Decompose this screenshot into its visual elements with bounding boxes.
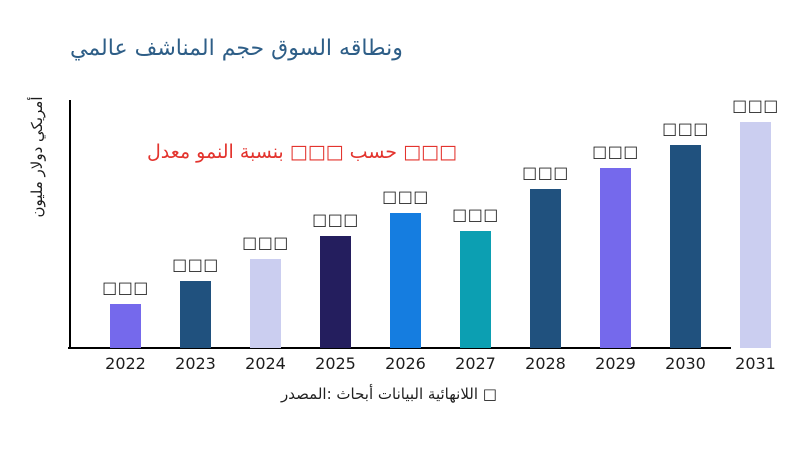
bar-group-2027: □□□ bbox=[452, 0, 498, 348]
bar-value-label-2028: □□□ bbox=[522, 163, 569, 182]
bar-value-label-2023: □□□ bbox=[172, 255, 219, 274]
x-tick-2024: 2024 bbox=[245, 354, 286, 373]
bar-value-label-2027: □□□ bbox=[452, 205, 499, 224]
x-tick-2023: 2023 bbox=[175, 354, 216, 373]
bar-2023 bbox=[180, 281, 211, 348]
bar-2026 bbox=[390, 213, 421, 348]
bar-group-2023: □□□ bbox=[172, 0, 218, 348]
x-tick-2025: 2025 bbox=[315, 354, 356, 373]
bar-group-2031: □□□ bbox=[732, 0, 778, 348]
growth-rate-annotation: معدل‎ النمو‎ بنسبة‎ □□□ حسب‎ □□□ bbox=[147, 141, 457, 163]
bar-value-label-2022: □□□ bbox=[102, 278, 149, 297]
bar-2031 bbox=[740, 122, 771, 348]
bar-2022 bbox=[110, 304, 141, 348]
bar-group-2025: □□□ bbox=[312, 0, 358, 348]
bar-2025 bbox=[320, 236, 351, 348]
x-tick-2031: 2031 bbox=[735, 354, 776, 373]
bar-2027 bbox=[460, 231, 491, 348]
bar-value-label-2030: □□□ bbox=[662, 119, 709, 138]
bar-group-2028: □□□ bbox=[522, 0, 568, 348]
bar-value-label-2025: □□□ bbox=[312, 210, 359, 229]
bar-2029 bbox=[600, 168, 631, 348]
bar-2030 bbox=[670, 145, 701, 348]
bar-group-2029: □□□ bbox=[592, 0, 638, 348]
x-tick-2028: 2028 bbox=[525, 354, 566, 373]
bar-group-2030: □□□ bbox=[662, 0, 708, 348]
x-tick-2029: 2029 bbox=[595, 354, 636, 373]
chart-title: عالمي‎ المناشف‎ حجم‎ السوق‎ ونطاقه bbox=[70, 36, 403, 61]
bar-value-label-2024: □□□ bbox=[242, 233, 289, 252]
bar-value-label-2029: □□□ bbox=[592, 142, 639, 161]
bar-group-2024: □□□ bbox=[242, 0, 288, 348]
bar-2024 bbox=[250, 259, 281, 348]
bar-group-2026: □□□ bbox=[382, 0, 428, 348]
x-axis-line bbox=[68, 347, 731, 349]
x-tick-2022: 2022 bbox=[105, 354, 146, 373]
bar-value-label-2026: □□□ bbox=[382, 187, 429, 206]
x-tick-2030: 2030 bbox=[665, 354, 706, 373]
source-line: المصدر:‎ أبحاث‎ البيانات‎ اللانهائية‎ □ bbox=[281, 385, 497, 403]
x-tick-2027: 2027 bbox=[455, 354, 496, 373]
bar-value-label-2031: □□□ bbox=[732, 96, 779, 115]
y-axis-line bbox=[69, 100, 71, 349]
bar-2028 bbox=[530, 189, 561, 348]
x-tick-2026: 2026 bbox=[385, 354, 426, 373]
bar-group-2022: □□□ bbox=[102, 0, 148, 348]
